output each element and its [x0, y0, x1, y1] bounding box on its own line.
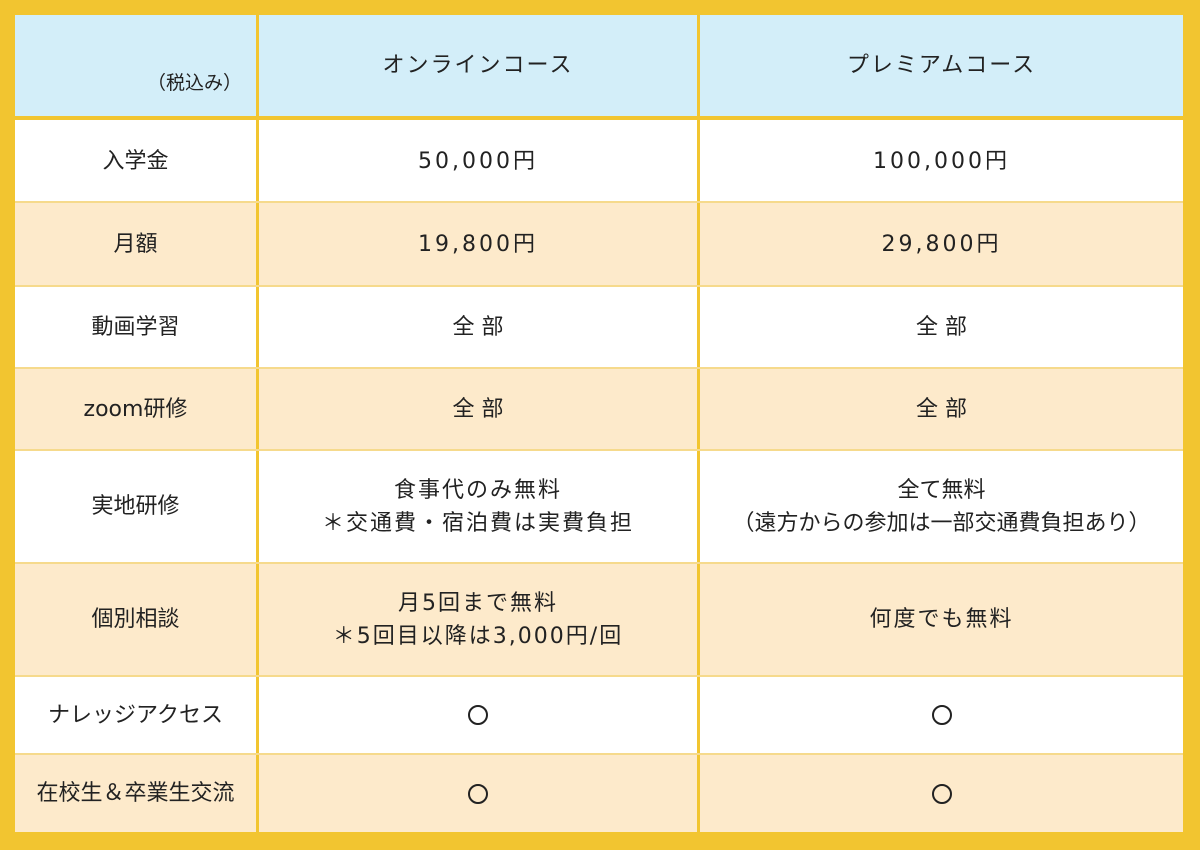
- table-row: 個別相談 月5回まで無料 ＊5回目以降は3,000円/回 何度でも無料: [15, 564, 1183, 675]
- row-divider: [15, 201, 1183, 203]
- row-label: zoom研修: [15, 369, 256, 449]
- premium-value-line: 全て無料: [897, 477, 986, 503]
- row-label: 動画学習: [15, 287, 256, 367]
- table-header-row: （税込み） オンラインコース プレミアムコース: [15, 15, 1183, 116]
- plan-header-premium: プレミアムコース: [697, 15, 1183, 116]
- online-value: 19,800円: [256, 203, 697, 285]
- online-value: 食事代のみ無料 ＊交通費・宿泊費は実費負担: [256, 451, 697, 562]
- plan-header-online: オンラインコース: [256, 15, 697, 116]
- row-label: 月額: [15, 203, 256, 285]
- premium-value: 100,000円: [697, 120, 1183, 202]
- row-label: ナレッジアクセス: [15, 677, 256, 753]
- circle-mark-icon: [931, 705, 952, 725]
- premium-value: 何度でも無料: [697, 564, 1183, 675]
- row-divider: [15, 367, 1183, 369]
- row-divider: [15, 449, 1183, 451]
- row-label: 入学金: [15, 120, 256, 202]
- online-value: 月5回まで無料 ＊5回目以降は3,000円/回: [256, 564, 697, 675]
- row-label: 実地研修: [15, 451, 256, 562]
- table-row: 在校生＆卒業生交流: [15, 755, 1183, 832]
- circle-mark-icon: [931, 783, 952, 804]
- table-row: 入学金 50,000円 100,000円: [15, 120, 1183, 202]
- table-row: 月額 19,800円 29,800円: [15, 203, 1183, 285]
- premium-value: 29,800円: [697, 203, 1183, 285]
- tax-note: （税込み）: [15, 15, 256, 116]
- circle-mark-icon: [468, 783, 488, 804]
- table-row: zoom研修 全 部 全 部: [15, 369, 1183, 449]
- row-divider: [15, 285, 1183, 287]
- premium-value: 全て無料 （遠方からの参加は一部交通費負担あり）: [697, 451, 1183, 562]
- premium-value: [697, 755, 1183, 832]
- online-value: [256, 755, 697, 832]
- circle-mark-icon: [468, 705, 488, 725]
- premium-value: 全 部: [697, 287, 1183, 367]
- online-value-line: 月5回まで無料: [398, 590, 558, 616]
- table-row: ナレッジアクセス: [15, 677, 1183, 753]
- row-label: 在校生＆卒業生交流: [15, 755, 256, 832]
- table-row: 動画学習 全 部 全 部: [15, 287, 1183, 367]
- premium-value: 全 部: [697, 369, 1183, 449]
- online-value: 50,000円: [256, 120, 697, 202]
- online-value: 全 部: [256, 287, 697, 367]
- row-divider: [15, 562, 1183, 564]
- table-row: 実地研修 食事代のみ無料 ＊交通費・宿泊費は実費負担 全て無料 （遠方からの参加…: [15, 451, 1183, 562]
- online-value: 全 部: [256, 369, 697, 449]
- premium-note: （遠方からの参加は一部交通費負担あり）: [732, 510, 1151, 536]
- online-value: [256, 677, 697, 753]
- row-label: 個別相談: [15, 564, 256, 675]
- premium-value: [697, 677, 1183, 753]
- row-divider: [15, 753, 1183, 755]
- row-divider: [15, 675, 1183, 677]
- online-note: ＊5回目以降は3,000円/回: [332, 623, 624, 649]
- online-value-line: 食事代のみ無料: [393, 477, 562, 503]
- online-note: ＊交通費・宿泊費は実費負担: [321, 510, 634, 536]
